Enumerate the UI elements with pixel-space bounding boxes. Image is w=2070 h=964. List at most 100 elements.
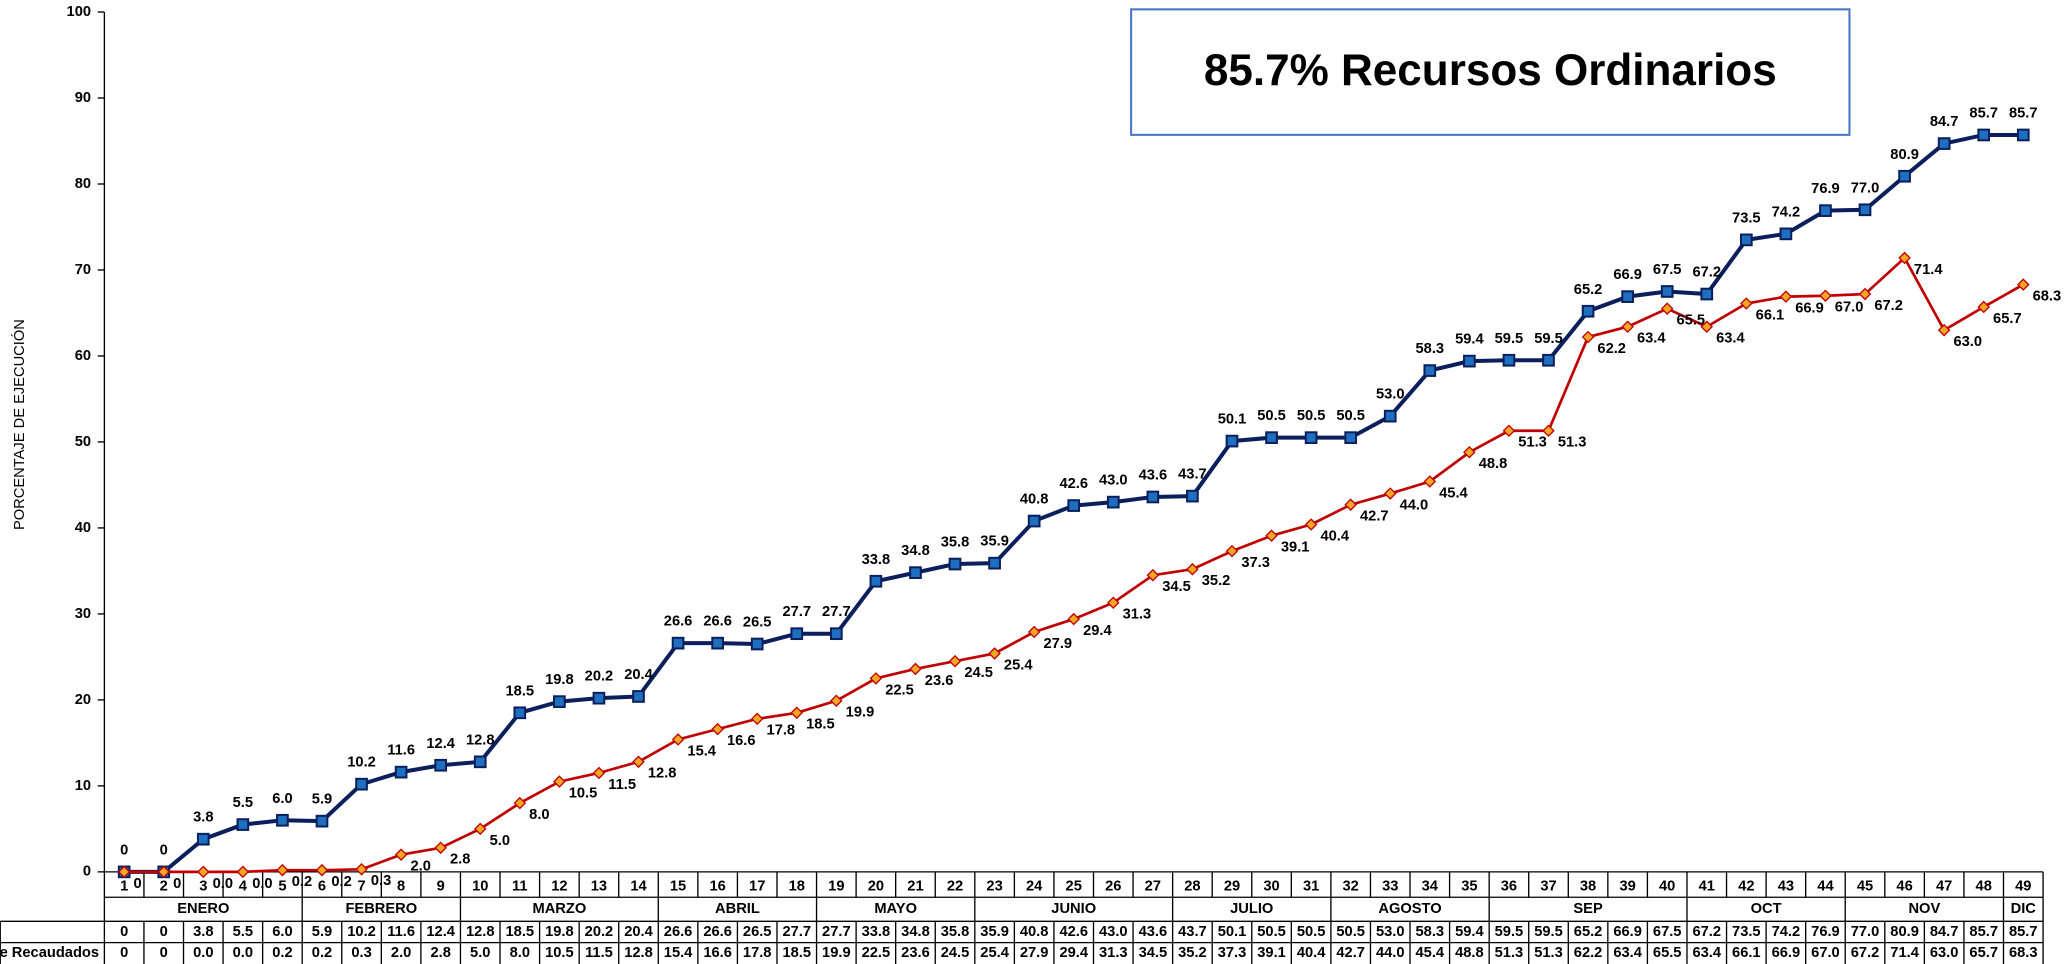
data-label: 66.9 — [1795, 301, 1824, 317]
data-label: 35.2 — [1202, 573, 1231, 589]
x-tick-label: 37 — [1540, 878, 1556, 894]
data-label: 50.5 — [1336, 408, 1365, 424]
data-label: 51.3 — [1518, 435, 1547, 451]
data-label: 40.4 — [1320, 528, 1349, 544]
table-cell: 22.5 — [862, 945, 891, 961]
table-cell: 26.6 — [703, 924, 732, 940]
table-cell: 42.7 — [1336, 945, 1365, 961]
data-label: 73.5 — [1732, 210, 1761, 226]
table-cell: 0.0 — [193, 945, 213, 961]
table-cell: 53.0 — [1376, 924, 1405, 940]
table-cell: 50.5 — [1257, 924, 1286, 940]
table-cell: 27.9 — [1020, 945, 1049, 961]
data-label: 65.2 — [1574, 282, 1603, 298]
marker — [1304, 431, 1318, 444]
month-label: SEP — [1573, 901, 1603, 917]
table-cell: 27.7 — [782, 924, 811, 940]
table-cell: 5.5 — [233, 924, 253, 940]
data-label: 18.5 — [806, 717, 835, 733]
data-label: 0.3 — [371, 873, 391, 889]
table-cell: 84.7 — [1930, 924, 1959, 940]
x-tick-label: 34 — [1422, 878, 1439, 894]
table-cell: 12.8 — [466, 924, 495, 940]
table-cell: 62.2 — [1574, 945, 1603, 961]
x-tick-label: 26 — [1105, 878, 1121, 894]
table-cell: 3.8 — [193, 924, 213, 940]
x-tick-label: 27 — [1145, 878, 1161, 894]
x-tick-label: 19 — [828, 878, 844, 894]
marker — [553, 695, 566, 708]
table-cell: 11.6 — [387, 924, 415, 940]
data-label: 34.8 — [901, 543, 930, 559]
marker — [1621, 320, 1634, 334]
table-cell: 26.6 — [664, 924, 693, 940]
y-tick-label: 70 — [75, 262, 91, 278]
table-cell: 20.2 — [585, 924, 614, 940]
marker — [276, 863, 289, 877]
marker — [2016, 278, 2030, 291]
table-cell: 29.4 — [1059, 945, 1088, 961]
marker — [473, 755, 487, 769]
x-tick-label: 7 — [357, 878, 365, 894]
table-cell: 16.6 — [703, 945, 732, 961]
y-tick-label: 90 — [75, 90, 91, 106]
marker — [1819, 289, 1832, 303]
marker — [829, 627, 843, 641]
x-tick-label: 36 — [1501, 878, 1517, 894]
data-label: 5.9 — [312, 792, 332, 808]
marker — [1740, 297, 1753, 310]
marker — [869, 672, 883, 685]
x-tick-label: 21 — [907, 878, 923, 894]
data-label: 11.6 — [387, 743, 415, 759]
x-tick-label: 46 — [1896, 878, 1912, 894]
table-cell: 5.0 — [470, 945, 490, 961]
table-cell: 35.9 — [980, 924, 1009, 940]
marker — [1700, 287, 1714, 301]
marker — [1463, 354, 1476, 368]
data-label: 0 — [173, 876, 181, 892]
table-cell: 33.8 — [862, 924, 891, 940]
table-cell: 40.8 — [1020, 924, 1049, 940]
marker — [1937, 137, 1951, 150]
marker — [1423, 475, 1437, 488]
data-label: 67.0 — [1835, 300, 1864, 316]
data-label: 74.2 — [1772, 204, 1801, 220]
title-box — [1130, 8, 1851, 136]
table-cell: 34.8 — [901, 924, 930, 940]
data-label: 50.1 — [1218, 412, 1247, 428]
table-cell: 67.0 — [1811, 945, 1840, 961]
table-cell: 31.3 — [1099, 945, 1128, 961]
table-cell: 0.2 — [272, 945, 292, 961]
data-label: 0 — [120, 842, 128, 858]
marker — [1660, 302, 1674, 315]
data-label: 67.2 — [1874, 298, 1903, 314]
marker — [1858, 287, 1872, 301]
data-label: 33.8 — [862, 552, 891, 568]
x-tick-label: 22 — [947, 878, 963, 894]
marker — [592, 691, 606, 705]
data-label: 62.2 — [1597, 341, 1626, 357]
data-label: 20.4 — [624, 667, 653, 683]
table-cell: 2.8 — [430, 945, 450, 961]
data-label: 19.8 — [545, 672, 574, 688]
x-tick-label: 29 — [1224, 878, 1240, 894]
table-cell: 10.5 — [545, 945, 574, 961]
x-tick-label: 30 — [1263, 878, 1279, 894]
table-cell: 0.2 — [312, 945, 332, 961]
marker — [315, 863, 329, 877]
data-label: 5.5 — [233, 795, 253, 811]
x-tick-label: 6 — [318, 878, 326, 894]
data-label: 19.9 — [846, 705, 875, 721]
data-label: 39.1 — [1281, 540, 1310, 556]
marker — [1265, 431, 1278, 444]
x-tick-label: 32 — [1343, 878, 1359, 894]
y-tick-label: 30 — [75, 606, 91, 622]
data-label: 0.2 — [292, 874, 312, 890]
x-tick-label: 24 — [1026, 878, 1043, 894]
table-cell: 0 — [120, 945, 128, 961]
x-tick-label: 39 — [1619, 878, 1635, 894]
table-cell: 59.5 — [1534, 924, 1563, 940]
marker — [1621, 290, 1634, 303]
data-label: 25.4 — [1004, 657, 1033, 673]
marker — [1700, 320, 1714, 334]
